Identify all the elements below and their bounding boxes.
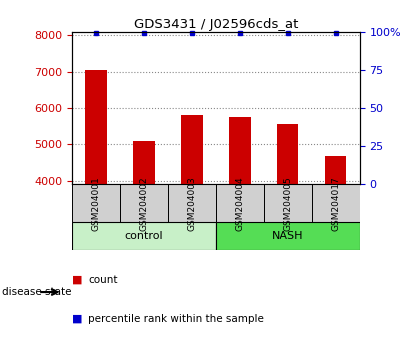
- Bar: [216, 222, 360, 250]
- Text: GSM204001: GSM204001: [91, 176, 100, 230]
- Bar: [264, 184, 312, 222]
- Text: GSM204005: GSM204005: [283, 176, 292, 230]
- Title: GDS3431 / J02596cds_at: GDS3431 / J02596cds_at: [134, 18, 298, 31]
- Bar: [72, 222, 216, 250]
- Bar: [181, 115, 203, 326]
- Bar: [277, 124, 298, 326]
- Bar: [216, 184, 264, 222]
- Bar: [72, 184, 120, 222]
- Text: GSM204004: GSM204004: [235, 176, 244, 230]
- Bar: [312, 184, 360, 222]
- Bar: [168, 184, 216, 222]
- Text: NASH: NASH: [272, 231, 303, 241]
- Bar: [120, 184, 168, 222]
- Text: ■: ■: [72, 275, 83, 285]
- Text: percentile rank within the sample: percentile rank within the sample: [88, 314, 264, 324]
- Text: GSM204003: GSM204003: [187, 176, 196, 230]
- Bar: [133, 141, 155, 326]
- Text: GSM204017: GSM204017: [331, 176, 340, 230]
- Text: ■: ■: [72, 314, 83, 324]
- Text: GSM204002: GSM204002: [139, 176, 148, 230]
- Bar: [229, 117, 251, 326]
- Text: disease state: disease state: [2, 287, 72, 297]
- Text: count: count: [88, 275, 118, 285]
- Bar: [85, 70, 107, 326]
- Bar: [325, 156, 346, 326]
- Text: control: control: [125, 231, 163, 241]
